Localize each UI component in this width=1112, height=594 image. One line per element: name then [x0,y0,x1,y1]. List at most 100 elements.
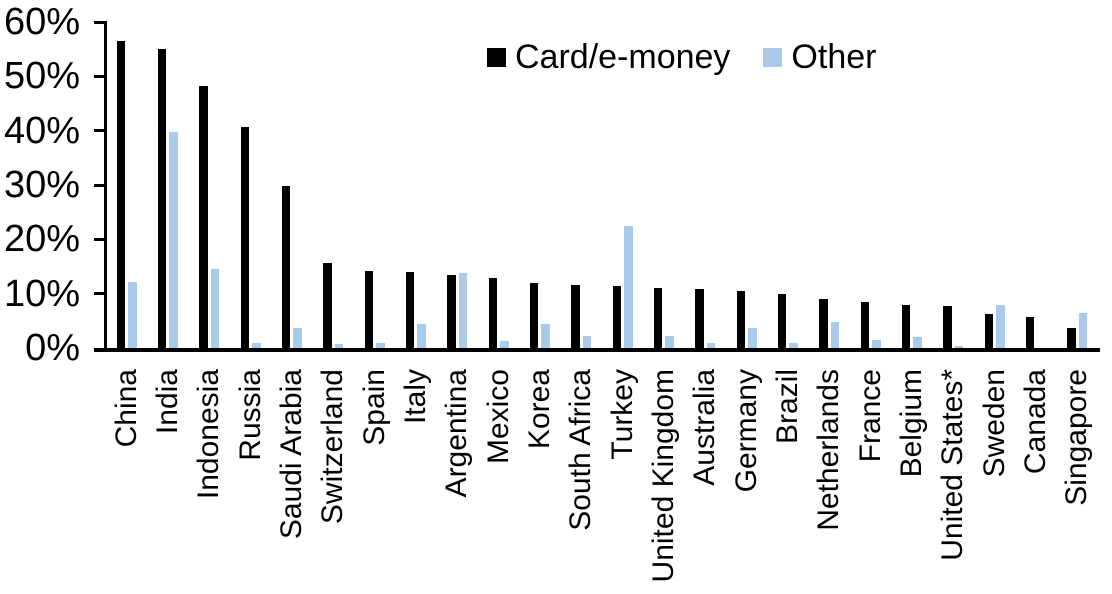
bar-other [376,343,385,348]
bar-group [561,22,602,348]
x-category-label: Mexico [481,369,515,465]
legend-label-other: Other [791,38,877,76]
legend-swatch-card-e-money-icon [487,47,506,67]
bar-other [334,344,344,348]
x-category-label: Sweden [977,369,1011,478]
bar-group [850,22,891,348]
bar-group [726,22,767,348]
bar-group [767,22,808,348]
bar-other [872,340,881,348]
bar-card-e-money [819,298,828,348]
bar-group [106,22,147,348]
bar-other [128,281,137,348]
bar-group [974,22,1015,348]
bar-other [252,342,261,348]
bar-other [293,327,302,348]
bar-card-e-money [281,185,291,348]
bar-other [706,343,716,348]
bar-card-e-money [1025,317,1035,348]
bar-other [830,322,840,348]
y-tick-mark [94,292,107,296]
x-axis-labels: China India Indonesia Russia Saudi Arabia Swi… [106,369,1098,594]
x-axis-line [94,348,1100,352]
x-category-label: India [150,369,184,435]
bar-card-e-money [943,306,952,348]
x-category-label: South Africa [564,369,598,531]
y-tick-label: 60% [3,1,80,43]
bar-card-e-money [860,301,870,348]
x-category-label: Canada [1018,369,1052,475]
x-category-label: Spain [357,369,391,446]
y-axis-line [104,21,107,351]
legend-label-card-e-money: Card/e-money [515,38,731,76]
bar-card-e-money [653,288,663,348]
bar-group [1015,22,1056,348]
bar-group [189,22,230,348]
bar-card-e-money [447,275,456,348]
y-tick-mark [94,129,107,133]
bar-group [354,22,395,348]
bar-card-e-money [488,278,498,348]
bar-group [602,22,643,348]
bar-card-e-money [323,263,332,348]
bar-group [478,22,519,348]
bar-group [933,22,974,348]
bar-other [665,335,674,348]
x-category-label: United Kingdom [646,369,680,583]
x-category-label: Switzerland [316,369,350,525]
bar-card-e-money [736,290,746,348]
x-category-label: Italy [398,369,432,425]
y-tick-mark [94,183,107,187]
bar-card-e-money [571,284,580,348]
bar-other [1078,313,1088,348]
bar-other [458,273,468,348]
bar-group [313,22,354,348]
bar-card-e-money [157,48,167,348]
bar-other [210,269,220,348]
x-category-label: Netherlands [812,369,846,531]
bar-other [169,131,178,348]
bar-group [643,22,684,348]
plot-area [106,22,1098,348]
bar-group [437,22,478,348]
x-category-label: Brazil [770,369,804,445]
bar-other [913,337,922,348]
x-category-label: Saudi Arabia [274,369,308,540]
bar-other [954,345,964,348]
bar-group [519,22,560,348]
x-category-label: Belgium [894,369,928,478]
bar-group [891,22,932,348]
bar-card-e-money [984,314,994,348]
x-category-label: France [853,369,887,463]
x-category-label: Korea [522,369,556,450]
bar-card-e-money [240,127,250,348]
bar-group [1057,22,1098,348]
x-category-label: Indonesia [192,369,226,500]
bar-group [685,22,726,348]
bar-other [417,324,426,348]
bar-card-e-money [116,41,126,348]
x-category-label: Germany [729,369,763,493]
bar-card-e-money [199,86,208,348]
bar-card-e-money [695,289,704,348]
legend-swatch-other-icon [763,47,783,67]
bar-other [748,327,757,348]
x-category-label: Singapore [1060,369,1094,506]
x-category-label: Turkey [605,369,639,460]
x-category-label: China [109,369,143,448]
y-tick-label: 10% [3,272,80,315]
x-category-label: Russia [233,369,267,461]
y-tick-label: 40% [3,109,80,152]
y-tick-label: 50% [3,55,80,98]
bar-other [996,305,1005,348]
bar-group [809,22,850,348]
bar-card-e-money [364,271,374,348]
y-tick-label: 20% [3,218,80,261]
bar-group [230,22,271,348]
legend: Card/e-money Other [487,40,876,74]
x-category-label: Argentina [440,369,474,498]
y-tick-mark [94,74,107,78]
bar-card-e-money [1067,328,1076,348]
bar-other [789,342,798,348]
